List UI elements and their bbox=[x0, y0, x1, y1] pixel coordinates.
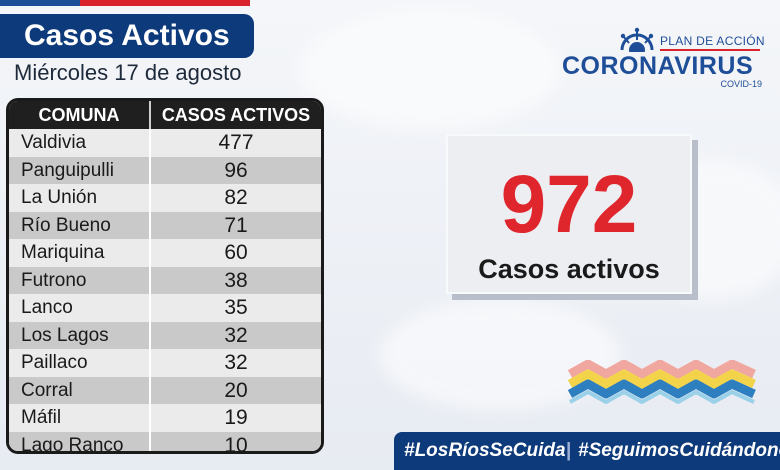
total-label: Casos activos bbox=[478, 254, 660, 284]
table-header: COMUNA CASOS ACTIVOS bbox=[9, 101, 321, 129]
hashtag-separator: | bbox=[566, 440, 572, 461]
flag-strip bbox=[0, 0, 250, 6]
cell-casos: 35 bbox=[149, 294, 321, 322]
logo-name: CORONAVIRUS bbox=[562, 52, 754, 80]
cases-table: COMUNA CASOS ACTIVOS Valdivia 477 Panguip… bbox=[6, 98, 324, 454]
total-value: 972 bbox=[500, 159, 638, 250]
page-title: Casos Activos bbox=[0, 14, 254, 58]
cell-comuna: Paillaco bbox=[21, 352, 88, 373]
cell-casos: 96 bbox=[149, 156, 321, 184]
logo-rule bbox=[660, 49, 760, 51]
table-row: Lago Ranco 10 bbox=[9, 431, 321, 454]
table-row: Valdivia 477 bbox=[9, 129, 321, 157]
cell-comuna: Valdivia bbox=[21, 132, 87, 153]
table-row: Río Bueno 71 bbox=[9, 211, 321, 239]
header-casos: CASOS ACTIVOS bbox=[149, 101, 321, 129]
logo-sub: COVID-19 bbox=[720, 79, 762, 89]
table-row: Futrono 38 bbox=[9, 266, 321, 294]
cell-comuna: Los Lagos bbox=[21, 324, 109, 346]
cell-comuna: Lanco bbox=[21, 297, 73, 318]
cell-casos: 19 bbox=[149, 404, 321, 432]
cell-comuna: La Unión bbox=[21, 187, 98, 208]
cell-casos: 10 bbox=[149, 431, 321, 451]
table-row: Lanco 35 bbox=[9, 294, 321, 322]
cell-casos: 477 bbox=[149, 129, 321, 157]
cell-casos: 20 bbox=[149, 376, 321, 404]
cell-comuna: Corral bbox=[21, 379, 73, 401]
virus-icon bbox=[620, 27, 654, 52]
cell-comuna: Río Bueno bbox=[21, 214, 111, 236]
cell-casos: 60 bbox=[149, 239, 321, 267]
table-row: Los Lagos 32 bbox=[9, 321, 321, 349]
cell-comuna: Mariquina bbox=[21, 242, 105, 263]
cell-casos: 32 bbox=[149, 321, 321, 349]
coronavirus-logo: PLAN DE ACCIÓN CORONAVIRUS COVID-19 bbox=[560, 26, 768, 92]
table-body: Valdivia 477 Panguipulli 96 La Unión 82 Río… bbox=[9, 129, 321, 454]
total-box: 972 Casos activos bbox=[446, 134, 692, 294]
cell-casos: 38 bbox=[149, 266, 321, 294]
cell-comuna: Panguipulli bbox=[21, 159, 114, 181]
table-row: Paillaco 32 bbox=[9, 349, 321, 377]
cell-comuna: Futrono bbox=[21, 269, 87, 291]
cell-comuna: Máfil bbox=[21, 407, 62, 428]
cell-casos: 82 bbox=[149, 184, 321, 212]
wave-graphic bbox=[567, 360, 756, 404]
cell-casos: 71 bbox=[149, 211, 321, 239]
table-row: Máfil 19 bbox=[9, 404, 321, 432]
table-row: La Unión 82 bbox=[9, 184, 321, 212]
hashtag-bar: #LosRíosSeCuida | #SeguimosCuidándonos bbox=[394, 432, 780, 470]
date-subtitle: Miércoles 17 de agosto bbox=[14, 60, 242, 85]
cell-casos: 32 bbox=[149, 349, 321, 377]
table-row: Mariquina 60 bbox=[9, 239, 321, 267]
hashtag-seguimos: #SeguimosCuidándonos bbox=[578, 440, 780, 461]
cell-comuna: Lago Ranco bbox=[21, 434, 124, 454]
logo-plan-text: PLAN DE ACCIÓN bbox=[660, 34, 765, 48]
hashtag-losrios: #LosRíosSeCuida bbox=[404, 440, 566, 461]
table-row: Panguipulli 96 bbox=[9, 156, 321, 184]
header-comuna: COMUNA bbox=[38, 105, 120, 125]
table-row: Corral 20 bbox=[9, 376, 321, 404]
